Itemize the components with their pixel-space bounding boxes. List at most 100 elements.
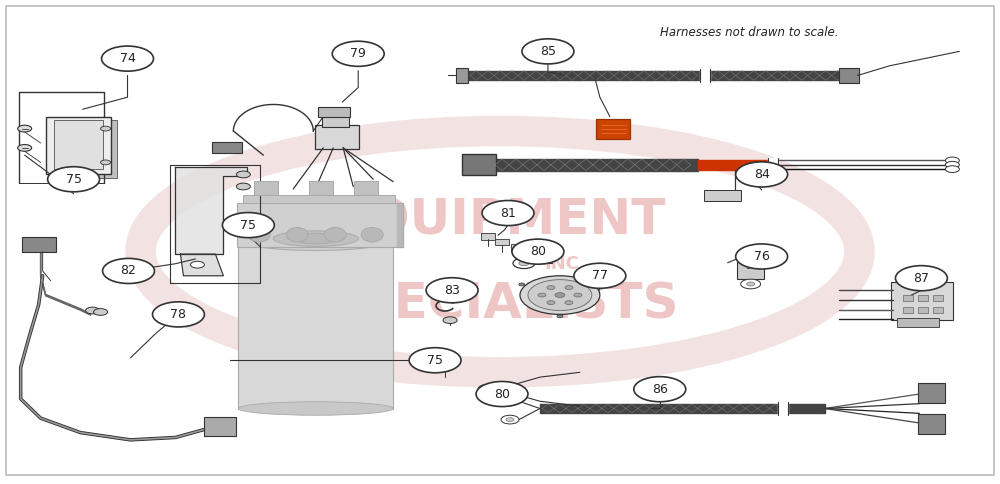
Text: 78: 78 bbox=[170, 308, 186, 321]
Circle shape bbox=[190, 261, 204, 268]
Circle shape bbox=[506, 399, 514, 403]
Circle shape bbox=[555, 293, 565, 298]
Text: 75: 75 bbox=[66, 173, 82, 186]
Text: 80: 80 bbox=[494, 388, 510, 401]
Circle shape bbox=[478, 384, 498, 394]
FancyBboxPatch shape bbox=[52, 121, 117, 178]
Ellipse shape bbox=[248, 227, 270, 242]
Circle shape bbox=[101, 126, 111, 131]
FancyBboxPatch shape bbox=[46, 117, 111, 174]
FancyBboxPatch shape bbox=[315, 125, 359, 149]
FancyBboxPatch shape bbox=[481, 233, 495, 240]
Circle shape bbox=[595, 283, 601, 286]
Circle shape bbox=[476, 381, 528, 407]
Circle shape bbox=[501, 397, 519, 406]
Ellipse shape bbox=[273, 231, 358, 246]
Circle shape bbox=[409, 348, 461, 373]
FancyBboxPatch shape bbox=[212, 142, 242, 153]
FancyBboxPatch shape bbox=[462, 154, 496, 175]
FancyBboxPatch shape bbox=[704, 190, 741, 201]
Circle shape bbox=[945, 161, 959, 168]
FancyBboxPatch shape bbox=[204, 417, 236, 437]
Circle shape bbox=[520, 276, 600, 315]
Circle shape bbox=[565, 286, 573, 289]
FancyBboxPatch shape bbox=[737, 262, 764, 279]
Polygon shape bbox=[175, 167, 247, 254]
Circle shape bbox=[519, 283, 525, 286]
Circle shape bbox=[222, 212, 274, 238]
Circle shape bbox=[945, 166, 959, 172]
Text: 87: 87 bbox=[913, 272, 929, 285]
Circle shape bbox=[506, 418, 514, 422]
Circle shape bbox=[437, 363, 453, 371]
Circle shape bbox=[547, 286, 555, 289]
FancyBboxPatch shape bbox=[238, 240, 393, 408]
Text: 80: 80 bbox=[530, 245, 546, 258]
Circle shape bbox=[747, 282, 755, 286]
FancyBboxPatch shape bbox=[918, 414, 945, 434]
Circle shape bbox=[426, 278, 478, 303]
Ellipse shape bbox=[238, 402, 393, 415]
Circle shape bbox=[538, 293, 546, 297]
FancyBboxPatch shape bbox=[354, 181, 378, 195]
Circle shape bbox=[501, 415, 519, 424]
Circle shape bbox=[332, 41, 384, 66]
FancyBboxPatch shape bbox=[495, 239, 509, 245]
Ellipse shape bbox=[294, 233, 337, 244]
Circle shape bbox=[736, 244, 788, 269]
FancyBboxPatch shape bbox=[918, 295, 928, 302]
Ellipse shape bbox=[324, 227, 346, 242]
Polygon shape bbox=[397, 203, 403, 247]
Circle shape bbox=[634, 377, 686, 402]
Circle shape bbox=[512, 239, 564, 264]
Circle shape bbox=[513, 258, 535, 269]
Circle shape bbox=[443, 317, 457, 324]
Ellipse shape bbox=[238, 229, 393, 250]
Text: 74: 74 bbox=[120, 52, 135, 65]
Text: 83: 83 bbox=[444, 284, 460, 297]
Text: 86: 86 bbox=[652, 383, 668, 396]
FancyBboxPatch shape bbox=[322, 116, 349, 127]
FancyBboxPatch shape bbox=[891, 282, 953, 320]
Circle shape bbox=[945, 157, 959, 164]
FancyBboxPatch shape bbox=[933, 295, 943, 302]
Text: 81: 81 bbox=[500, 207, 516, 220]
Text: 76: 76 bbox=[754, 250, 770, 263]
Circle shape bbox=[519, 261, 529, 266]
Text: SPECIALISTS: SPECIALISTS bbox=[321, 281, 679, 329]
Ellipse shape bbox=[286, 227, 308, 242]
FancyBboxPatch shape bbox=[933, 307, 943, 314]
Text: Harnesses not drawn to scale.: Harnesses not drawn to scale. bbox=[660, 26, 838, 39]
FancyBboxPatch shape bbox=[918, 383, 945, 403]
FancyBboxPatch shape bbox=[243, 195, 395, 203]
Circle shape bbox=[48, 166, 100, 192]
FancyBboxPatch shape bbox=[596, 119, 630, 139]
Text: 85: 85 bbox=[540, 45, 556, 58]
Text: EQUIPMENT: EQUIPMENT bbox=[334, 197, 666, 244]
FancyBboxPatch shape bbox=[456, 68, 468, 83]
FancyBboxPatch shape bbox=[511, 244, 525, 251]
FancyBboxPatch shape bbox=[309, 181, 333, 195]
FancyBboxPatch shape bbox=[22, 237, 56, 252]
FancyBboxPatch shape bbox=[54, 121, 103, 168]
Circle shape bbox=[18, 145, 32, 151]
Circle shape bbox=[101, 160, 111, 165]
Circle shape bbox=[18, 125, 32, 132]
Text: 79: 79 bbox=[350, 47, 366, 60]
FancyBboxPatch shape bbox=[254, 181, 278, 195]
FancyBboxPatch shape bbox=[897, 318, 939, 327]
Text: 75: 75 bbox=[240, 219, 256, 232]
Ellipse shape bbox=[361, 227, 383, 242]
Circle shape bbox=[574, 293, 582, 297]
Circle shape bbox=[236, 171, 250, 178]
Circle shape bbox=[741, 279, 761, 289]
Circle shape bbox=[152, 302, 204, 327]
Circle shape bbox=[94, 309, 108, 316]
Circle shape bbox=[565, 301, 573, 304]
Polygon shape bbox=[180, 254, 223, 276]
FancyBboxPatch shape bbox=[237, 203, 397, 247]
Text: 75: 75 bbox=[427, 354, 443, 367]
Circle shape bbox=[482, 200, 534, 226]
FancyBboxPatch shape bbox=[918, 307, 928, 314]
Circle shape bbox=[557, 315, 563, 318]
